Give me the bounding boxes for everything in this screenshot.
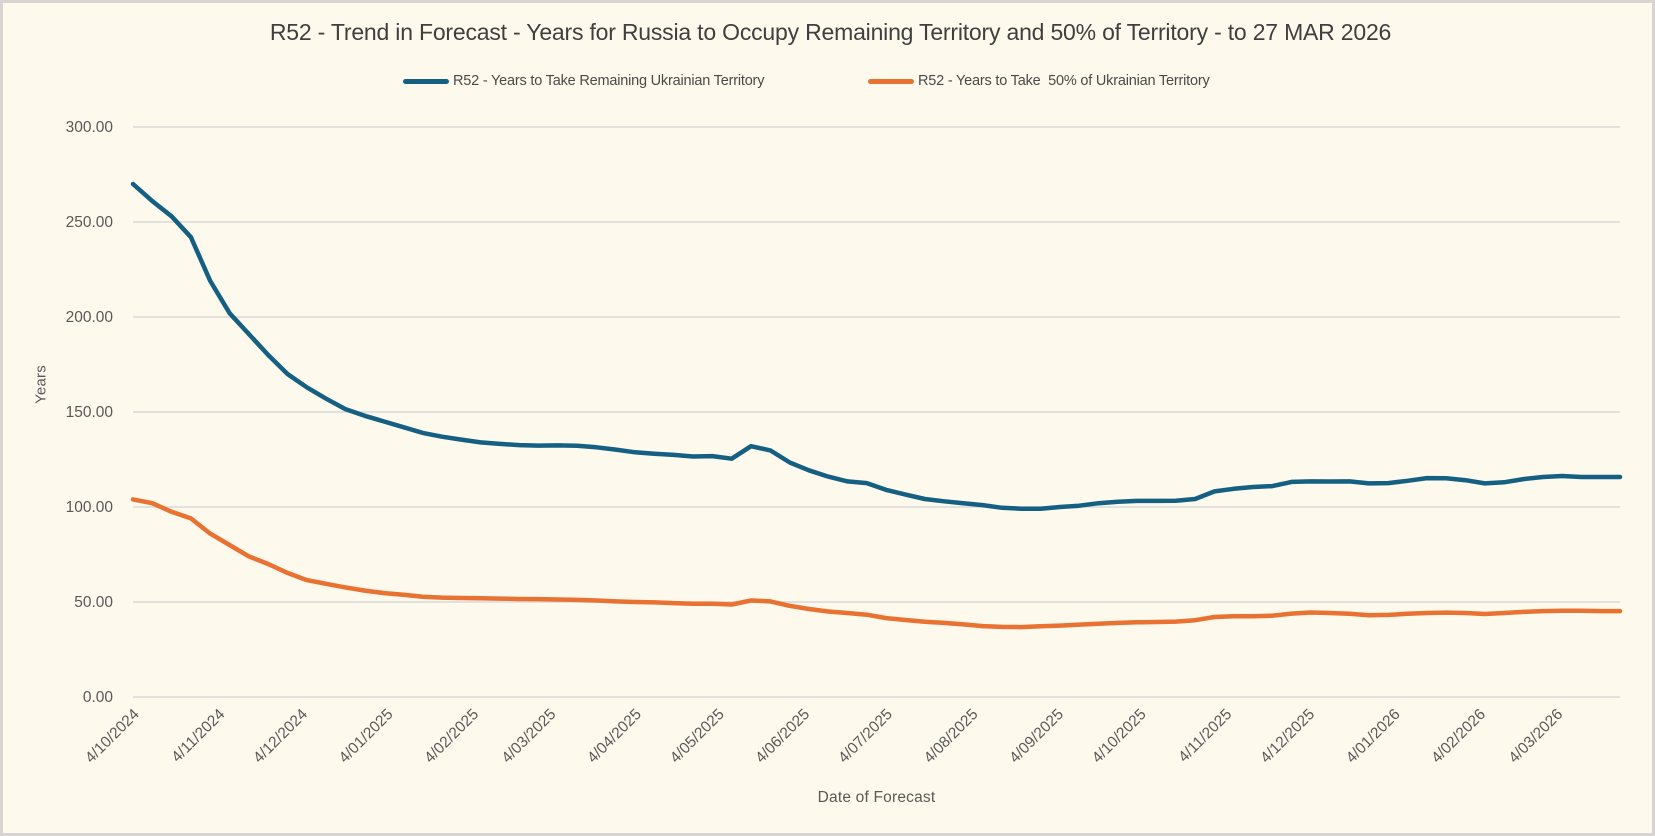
y-tick-label: 50.00	[74, 594, 113, 611]
x-tick-label: 4/04/2025	[584, 706, 645, 767]
plot-area: 300.00250.00200.00150.00100.0050.000.004…	[66, 119, 1623, 767]
legend-line-swatch-fifty-percent	[868, 78, 914, 84]
chart-title: R52 - Trend in Forecast - Years for Russ…	[269, 19, 1392, 45]
legend-label-remaining: R52 - Years to Take Remaining Ukrainian …	[453, 73, 765, 89]
x-tick-label: 4/10/2024	[82, 706, 143, 767]
legend-line-swatch-remaining	[403, 78, 449, 84]
x-tick-label: 4/12/2024	[250, 706, 311, 767]
x-tick-label: 4/02/2025	[421, 706, 482, 767]
x-tick-label: 4/03/2025	[499, 706, 560, 767]
x-tick-label: 4/11/2025	[1175, 706, 1235, 766]
series-remaining-territory-line[interactable]	[130, 181, 1623, 511]
x-tick-label: 4/07/2025	[835, 706, 896, 767]
y-tick-label: 100.00	[66, 499, 114, 516]
x-tick-label: 4/01/2025	[336, 706, 397, 767]
legend: R52 - Years to Take Remaining Ukrainian …	[3, 69, 1652, 93]
x-tick-label: 4/10/2025	[1089, 706, 1150, 767]
y-tick-label: 0.00	[83, 689, 114, 706]
x-tick-label: 4/11/2024	[168, 706, 228, 766]
x-axis-title: Date of Forecast	[817, 789, 936, 806]
y-tick-label: 300.00	[66, 119, 114, 136]
y-tick-label: 150.00	[66, 404, 114, 421]
x-tick-label: 4/02/2026	[1428, 706, 1489, 767]
x-tick-label: 4/03/2026	[1506, 706, 1567, 767]
x-tick-label: 4/01/2026	[1343, 706, 1404, 767]
x-tick-label: 4/12/2025	[1257, 706, 1318, 767]
legend-label-fifty-percent: R52 - Years to Take 50% of Ukrainian Ter…	[918, 73, 1210, 89]
series-fifty-percent-line[interactable]	[130, 497, 1623, 630]
y-axis-title: Years	[32, 365, 50, 404]
y-tick-label: 250.00	[66, 214, 114, 231]
x-tick-label: 4/05/2025	[667, 706, 728, 767]
legend-item-fifty-percent[interactable]: R52 - Years to Take 50% of Ukrainian Ter…	[868, 69, 1210, 93]
legend-item-remaining-territory[interactable]: R52 - Years to Take Remaining Ukrainian …	[403, 69, 764, 93]
y-tick-label: 200.00	[66, 309, 114, 326]
x-tick-label: 4/09/2025	[1006, 706, 1067, 767]
x-tick-label: 4/08/2025	[921, 706, 982, 767]
x-tick-label: 4/06/2025	[752, 706, 813, 767]
